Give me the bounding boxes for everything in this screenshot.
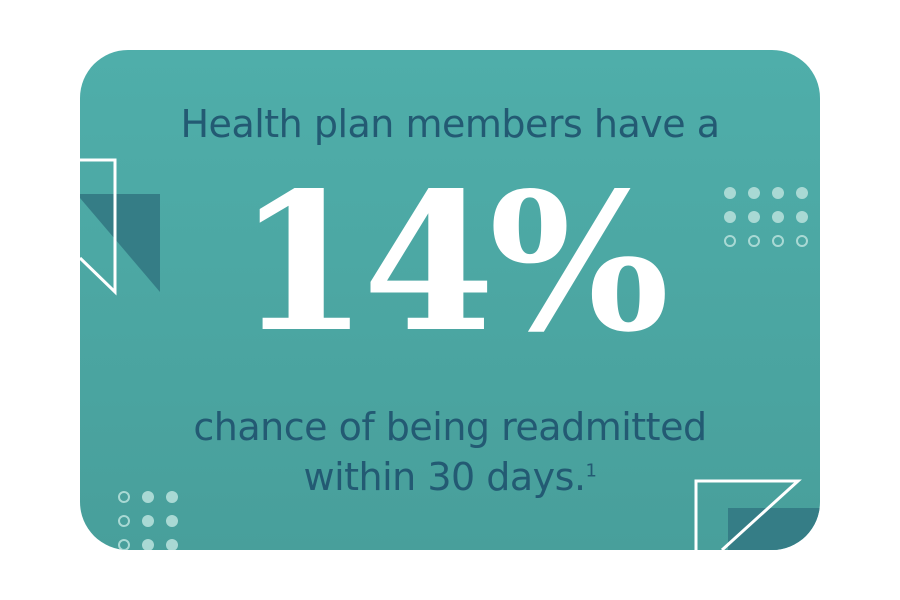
- dot: [724, 211, 736, 223]
- bottom-left-dot-grid: [118, 491, 178, 550]
- dot: [772, 211, 784, 223]
- white-outline-shape: [80, 158, 117, 296]
- dot: [748, 187, 760, 199]
- dot: [796, 187, 808, 199]
- headline: Health plan members have a: [180, 102, 720, 146]
- footnote-marker: 1: [585, 460, 597, 482]
- statistic-value: 14%: [236, 151, 670, 374]
- subtext-line-2-text: within 30 days.: [303, 455, 587, 499]
- dot: [166, 515, 178, 527]
- dot: [142, 539, 154, 550]
- dot: [142, 515, 154, 527]
- subtext-line-2: within 30 days.1: [80, 452, 820, 502]
- top-right-dot-grid: [724, 187, 820, 247]
- dot: [772, 235, 784, 247]
- dot: [772, 187, 784, 199]
- dot: [724, 187, 736, 199]
- dot: [748, 211, 760, 223]
- dot: [118, 539, 130, 550]
- dot: [724, 235, 736, 247]
- subtext-line-1: chance of being readmitted: [193, 405, 707, 449]
- subtext: chance of being readmitted within 30 day…: [80, 402, 820, 502]
- bottom-right-corner-decoration: [694, 479, 820, 550]
- dot: [118, 491, 130, 503]
- stat-card: Health plan members have a 14% chance of…: [80, 50, 820, 550]
- left-pennant-decoration: [80, 158, 160, 296]
- dot: [142, 491, 154, 503]
- dot: [748, 235, 760, 247]
- dot: [118, 515, 130, 527]
- dot: [796, 235, 808, 247]
- dot: [796, 211, 808, 223]
- dark-block-shape: [728, 508, 820, 550]
- dark-triangle-shape: [80, 194, 160, 292]
- dot: [166, 539, 178, 550]
- white-outline-triangle: [694, 479, 802, 550]
- dot: [166, 491, 178, 503]
